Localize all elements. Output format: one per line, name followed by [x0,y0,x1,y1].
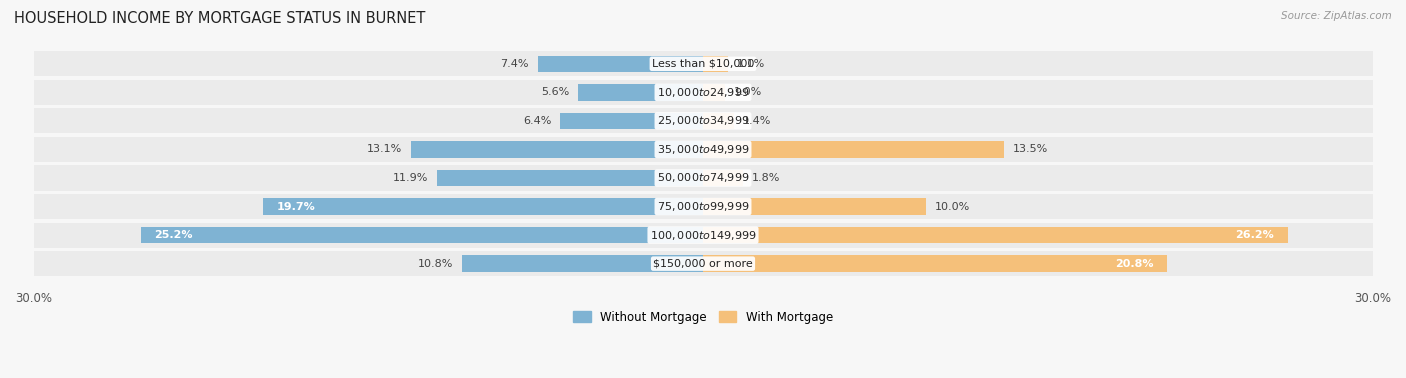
Text: 10.0%: 10.0% [935,201,970,212]
Bar [34,194,1372,219]
Text: 20.8%: 20.8% [1115,259,1154,269]
Text: 5.6%: 5.6% [541,87,569,98]
Legend: Without Mortgage, With Mortgage: Without Mortgage, With Mortgage [568,306,838,328]
Text: $50,000 to $74,999: $50,000 to $74,999 [657,172,749,184]
Text: $25,000 to $34,999: $25,000 to $34,999 [657,115,749,127]
Text: 11.9%: 11.9% [394,173,429,183]
Text: $150,000 or more: $150,000 or more [654,259,752,269]
Bar [34,223,1372,248]
Text: 1.0%: 1.0% [734,87,762,98]
Text: 1.4%: 1.4% [744,116,772,126]
Bar [538,56,703,72]
Bar [703,113,734,129]
Bar [34,251,1372,276]
Text: 7.4%: 7.4% [501,59,529,69]
Text: $75,000 to $99,999: $75,000 to $99,999 [657,200,749,213]
Bar [263,198,703,215]
Bar [578,84,703,101]
Bar [463,256,703,272]
Text: 13.5%: 13.5% [1014,144,1049,155]
Bar [703,227,1288,243]
Text: $35,000 to $49,999: $35,000 to $49,999 [657,143,749,156]
Text: 1.8%: 1.8% [752,173,780,183]
Bar [703,256,1167,272]
Bar [141,227,703,243]
Bar [34,80,1372,105]
Bar [34,51,1372,76]
Bar [560,113,703,129]
Bar [34,137,1372,162]
Bar [411,141,703,158]
Text: 6.4%: 6.4% [523,116,551,126]
Bar [703,198,927,215]
Text: HOUSEHOLD INCOME BY MORTGAGE STATUS IN BURNET: HOUSEHOLD INCOME BY MORTGAGE STATUS IN B… [14,11,426,26]
Bar [437,170,703,186]
Text: 25.2%: 25.2% [155,230,193,240]
Text: $10,000 to $24,999: $10,000 to $24,999 [657,86,749,99]
Bar [703,170,744,186]
Text: 26.2%: 26.2% [1236,230,1274,240]
Bar [34,166,1372,191]
Text: 19.7%: 19.7% [277,201,315,212]
Text: 10.8%: 10.8% [418,259,453,269]
Bar [703,84,725,101]
Text: Source: ZipAtlas.com: Source: ZipAtlas.com [1281,11,1392,21]
Text: 13.1%: 13.1% [367,144,402,155]
Bar [703,141,1004,158]
Text: 1.1%: 1.1% [737,59,765,69]
Bar [34,108,1372,133]
Text: Less than $10,000: Less than $10,000 [652,59,754,69]
Text: $100,000 to $149,999: $100,000 to $149,999 [650,229,756,242]
Bar [703,56,727,72]
